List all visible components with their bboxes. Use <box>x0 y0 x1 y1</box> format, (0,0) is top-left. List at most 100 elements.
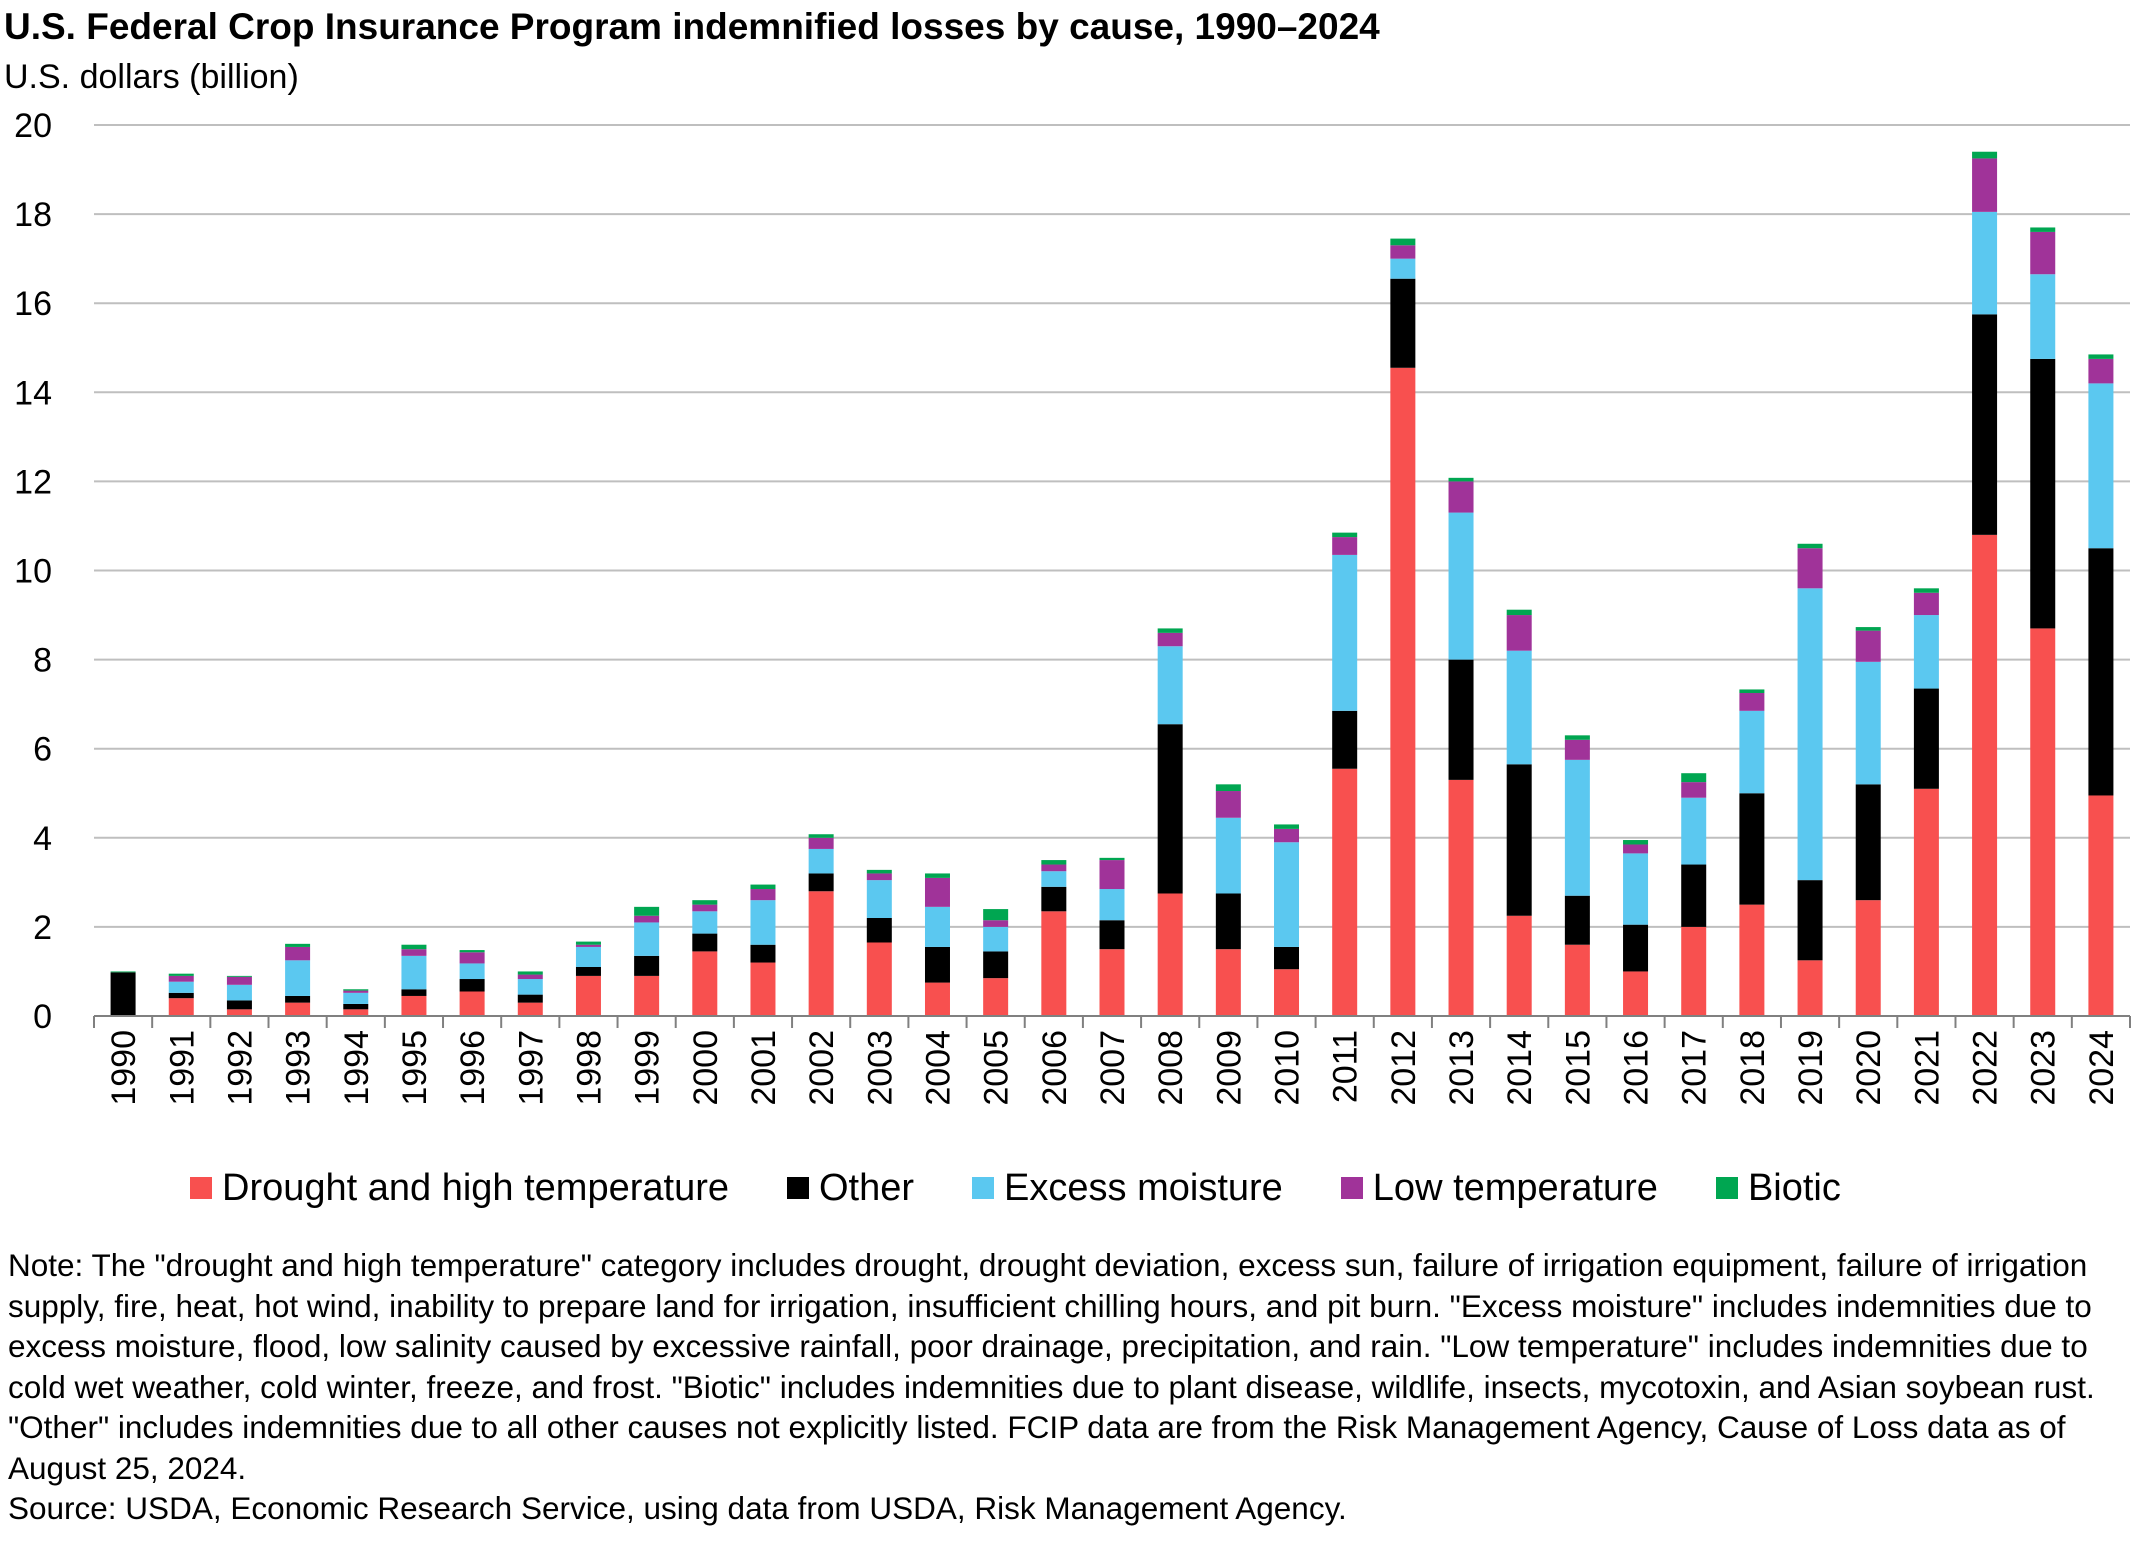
bar-segment-other <box>1739 793 1765 905</box>
bar-segment-biotic <box>1623 840 1649 845</box>
legend-label: Low temperature <box>1372 1166 1658 1209</box>
bar-segment-biotic <box>2088 354 2114 359</box>
bar-segment-excess <box>1739 710 1765 794</box>
x-tick-label: 2018 <box>1734 1030 1772 1106</box>
bar-segment-drought <box>808 891 834 1016</box>
bar-segment-low <box>1913 592 1939 616</box>
bar-stack-2022 <box>1972 151 1998 1016</box>
bar-segment-other <box>1681 864 1707 927</box>
bar-segment-low <box>983 920 1009 927</box>
bar-segment-drought <box>866 942 892 1016</box>
bar-stack-1993 <box>285 943 311 1016</box>
bar-segment-biotic <box>808 834 834 838</box>
x-tick-label: 2022 <box>1967 1030 2005 1106</box>
y-axis-ticks: 0 2 4 6 8 10 12 14 16 18 20 <box>14 107 52 1036</box>
bar-stack-2014 <box>1506 609 1532 1016</box>
bar-segment-excess <box>401 955 427 990</box>
bar-segment-drought <box>634 975 660 1016</box>
legend-label: Biotic <box>1747 1166 1841 1209</box>
bar-segment-excess <box>226 984 252 1001</box>
bar-segment-drought <box>1274 969 1300 1016</box>
x-tick-label: 2021 <box>1908 1030 1946 1106</box>
y-tick-label: 0 <box>33 998 52 1036</box>
bar-segment-biotic <box>2030 227 2056 232</box>
bar-segment-other <box>1448 659 1474 780</box>
bar-stack-1992 <box>226 975 252 1016</box>
bar-segment-biotic <box>692 900 718 905</box>
bar-segment-other <box>750 944 776 963</box>
bar-segment-other <box>168 992 194 999</box>
bar-segment-low <box>1797 548 1823 589</box>
bar-stack-2006 <box>1041 860 1067 1016</box>
bar-segment-other <box>2030 358 2056 629</box>
bar-segment-other <box>808 873 834 892</box>
x-tick-label: 2007 <box>1094 1030 1132 1106</box>
bar-segment-excess <box>1448 512 1474 660</box>
bar-stack-2020 <box>1855 627 1881 1016</box>
legend-swatch <box>190 1177 212 1199</box>
bar-stack-2013 <box>1448 477 1474 1016</box>
bar-stack-1990 <box>110 971 136 1016</box>
bar-segment-low <box>1564 739 1590 760</box>
bar-segment-excess <box>866 880 892 918</box>
bar-stack-1998 <box>575 941 601 1016</box>
bar-segment-drought <box>983 978 1009 1016</box>
legend-swatch <box>787 1177 809 1199</box>
bar-segment-excess <box>1623 853 1649 925</box>
bar-segment-biotic <box>1448 477 1474 482</box>
bar-segment-low <box>168 975 194 982</box>
y-tick-label: 2 <box>33 909 52 947</box>
bar-segment-drought <box>924 982 950 1016</box>
gridlines <box>94 124 2130 928</box>
bar-segment-biotic <box>983 909 1009 921</box>
bar-segment-biotic <box>1797 543 1823 549</box>
bar-segment-drought <box>1448 779 1474 1016</box>
bar-stack-2008 <box>1157 628 1183 1016</box>
x-tick-label: 2010 <box>1269 1030 1307 1106</box>
bar-segment-drought <box>1797 960 1823 1016</box>
legend-item-excess: Excess moisture <box>972 1167 1283 1210</box>
bar-segment-biotic <box>1041 860 1067 865</box>
bar-segment-excess <box>808 848 834 874</box>
bar-segment-low <box>1972 158 1998 212</box>
x-tick-label: 2006 <box>1036 1030 1074 1106</box>
bar-segment-excess <box>1274 842 1300 947</box>
legend-label: Drought and high temperature <box>222 1166 729 1209</box>
bar-segment-other <box>634 955 660 976</box>
x-tick-label: 2003 <box>861 1030 899 1106</box>
x-tick-label: 2001 <box>745 1030 783 1106</box>
bar-stacks <box>110 151 2114 1016</box>
bar-stack-2021 <box>1913 588 1939 1016</box>
bar-segment-excess <box>750 900 776 945</box>
x-tick-label: 2005 <box>978 1030 1016 1106</box>
bar-stack-1995 <box>401 944 427 1016</box>
bar-segment-biotic <box>575 941 601 945</box>
bar-segment-other <box>1041 886 1067 912</box>
bar-stack-2004 <box>924 873 950 1016</box>
bar-stack-1996 <box>459 950 485 1016</box>
bar-segment-other <box>1855 784 1881 901</box>
bar-segment-low <box>1041 864 1067 872</box>
bar-segment-excess <box>1041 871 1067 887</box>
y-tick-label: 10 <box>14 553 52 591</box>
bar-stack-2010 <box>1274 824 1300 1016</box>
legend-item-biotic: Biotic <box>1715 1166 1841 1210</box>
bar-segment-biotic <box>634 906 660 916</box>
bar-segment-excess <box>1681 797 1707 865</box>
bar-segment-low <box>285 946 311 961</box>
bar-segment-biotic <box>1855 627 1881 631</box>
x-tick-label: 2023 <box>2025 1030 2063 1106</box>
bar-stack-2005 <box>983 909 1009 1016</box>
bar-segment-other <box>1099 920 1125 950</box>
legend-swatch <box>1715 1177 1738 1199</box>
bar-segment-drought <box>2030 628 2056 1016</box>
bar-segment-other <box>983 951 1009 979</box>
bar-segment-low <box>1390 245 1416 259</box>
bar-segment-other <box>924 946 950 983</box>
x-tick-label: 2002 <box>803 1030 841 1106</box>
bar-stack-1997 <box>517 971 543 1016</box>
bar-segment-other <box>575 966 601 976</box>
bar-segment-other <box>459 979 485 992</box>
y-tick-label: 4 <box>33 820 52 858</box>
